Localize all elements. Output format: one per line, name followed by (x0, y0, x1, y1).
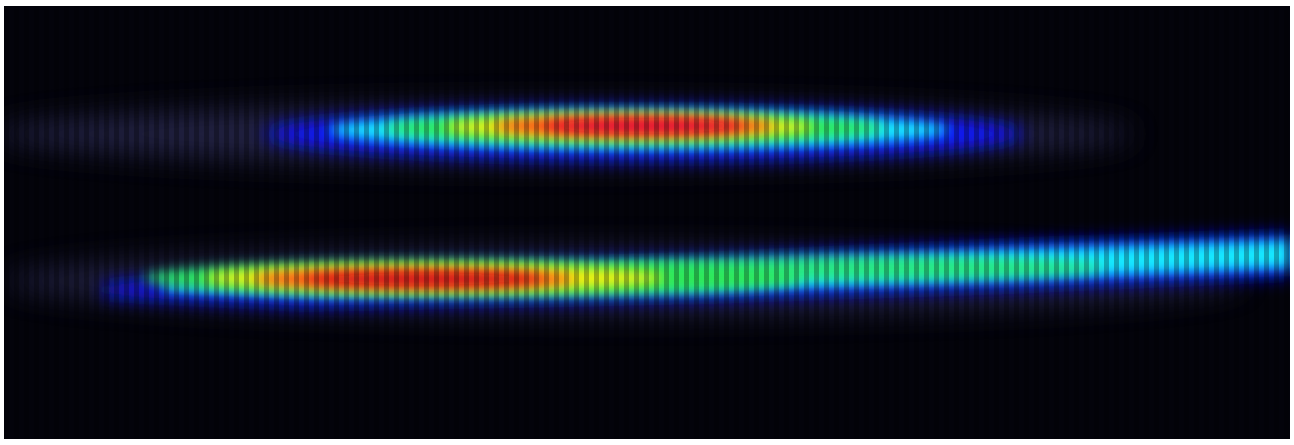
pixel-stripe-overlay (4, 6, 1290, 439)
false-color-intensity-image (4, 6, 1290, 439)
intensity-map (4, 6, 1290, 439)
